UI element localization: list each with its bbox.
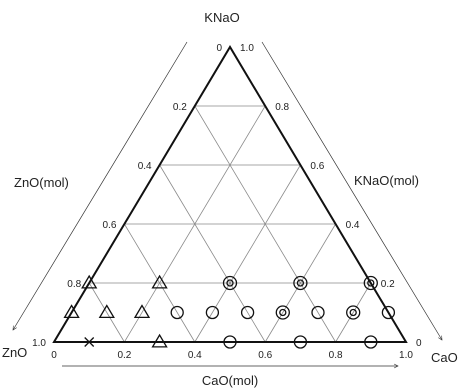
grid-line-zno <box>159 164 266 343</box>
double-circle-marker-inner <box>296 279 305 287</box>
axis-label-bottom: CaO(mol) <box>202 373 258 388</box>
circle-marker <box>311 305 325 320</box>
cross-marker <box>84 337 95 347</box>
triangle-marker <box>151 333 168 348</box>
triangle-marker <box>151 274 168 289</box>
tick-label-right: 0.2 <box>381 279 395 290</box>
double-circle-marker-outer <box>363 275 378 291</box>
double-circle-marker-inner <box>226 279 234 287</box>
vertex-label-right: CaO <box>431 350 458 365</box>
tick-label-bottom: 0 <box>51 350 57 361</box>
circle-marker <box>240 305 255 320</box>
double-circle-marker-inner <box>349 308 357 317</box>
circle-marker <box>223 335 237 349</box>
double-circle-marker-outer <box>275 305 290 320</box>
axis-label-right: KNaO(mol) <box>354 173 419 188</box>
tick-label-left: 0.6 <box>102 220 116 231</box>
circle-marker <box>170 305 184 320</box>
tick-label-right: 0 <box>416 338 422 349</box>
tick-label-bottom: 0.4 <box>188 350 202 361</box>
tick-label-bottom: 0.2 <box>117 350 131 361</box>
tick-label-left: 1.0 <box>32 338 46 349</box>
tick-label-bottom: 0.8 <box>329 350 343 361</box>
tick-label-left: 0.8 <box>67 279 81 290</box>
tick-labels: 0 0.2 0.4 0.6 0.8 1.0 1.0 0.8 0.6 0.4 0.2 0 0 0.2 0.4 0… <box>32 43 422 361</box>
knao-axis-arrow <box>261 41 442 340</box>
circle-marker <box>381 305 396 320</box>
triangle-marker <box>98 304 115 319</box>
tick-label-left: 0.4 <box>138 161 152 172</box>
axis-label-left: ZnO(mol) <box>14 175 69 190</box>
zno-axis-arrow <box>13 41 188 330</box>
axis-arrows <box>13 41 442 366</box>
vertex-label-top: KNaO <box>204 10 239 25</box>
vertex-label-left: ZnO <box>2 345 27 360</box>
grid-line-cao <box>194 164 301 343</box>
triangle-marker <box>63 304 80 319</box>
grid-line-cao <box>335 282 372 343</box>
double-circle-marker-outer <box>222 275 238 291</box>
double-circle-marker-inner <box>279 308 287 317</box>
tick-label-left: 0.2 <box>173 102 187 113</box>
tick-label-right: 0.8 <box>275 102 289 113</box>
double-circle-marker-outer <box>346 305 361 320</box>
circle-marker <box>205 305 220 320</box>
grid-line-zno <box>124 223 196 343</box>
double-circle-marker-inner <box>367 279 375 287</box>
tick-label-bottom: 0.6 <box>258 350 272 361</box>
data-points <box>63 274 396 349</box>
tick-label-right: 0.4 <box>346 220 360 231</box>
tick-label-bottom: 1.0 <box>399 350 413 361</box>
grid-line-zno <box>88 282 125 343</box>
tick-label-left: 0 <box>216 43 222 54</box>
tick-label-right: 0.6 <box>310 161 324 172</box>
circle-marker <box>364 335 378 349</box>
grid-line-zno <box>194 105 336 343</box>
tick-label-right: 1.0 <box>240 43 254 54</box>
triangle-marker <box>133 304 151 319</box>
circle-marker <box>293 335 308 349</box>
double-circle-marker-outer <box>293 275 308 291</box>
triangle-marker <box>81 274 98 289</box>
triangle-outline <box>52 45 408 343</box>
grid-lines <box>88 105 372 343</box>
